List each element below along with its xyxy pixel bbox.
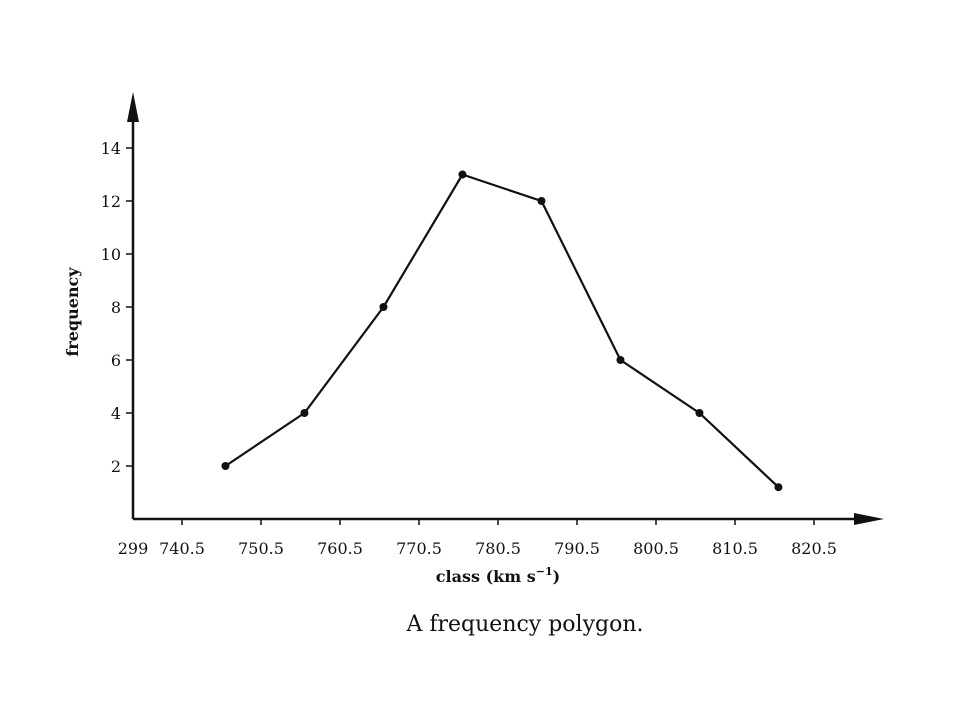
x-tick-label: 810.5 [712, 539, 758, 558]
x-tick-label: 770.5 [396, 539, 442, 558]
x-tick-label: 790.5 [554, 539, 600, 558]
y-tick-label: 6 [111, 351, 121, 370]
data-point [458, 170, 467, 179]
x-axis-label-exponent: −1 [536, 565, 553, 578]
y-axis-arrowhead [127, 92, 139, 122]
data-point [300, 409, 309, 417]
data-point [616, 356, 625, 364]
data-point [774, 483, 783, 492]
x-axis-arrowhead [854, 513, 884, 525]
x-tick-label: 760.5 [317, 539, 363, 558]
x-origin-label: 299 [118, 539, 149, 558]
data-point [379, 303, 388, 311]
data-point [537, 197, 546, 205]
y-tick-label: 12 [101, 192, 121, 211]
axes [127, 92, 884, 525]
x-axis-label: class (km s−1) [436, 565, 560, 586]
figure-caption: A frequency polygon. [406, 612, 644, 637]
x-tick-label: 780.5 [475, 539, 521, 558]
data-point [695, 409, 704, 417]
y-tick-label: 4 [111, 404, 121, 423]
y-tick-label: 8 [111, 298, 121, 317]
x-tick-label: 800.5 [633, 539, 679, 558]
data-point [221, 462, 230, 470]
x-tick-label: 740.5 [159, 539, 205, 558]
y-tick-label: 14 [101, 139, 121, 158]
series [221, 170, 783, 492]
ticks: 299 740.5 750.5 760.5 770.5 780.5 790.5 800.5 81… [101, 139, 837, 558]
x-tick-label: 750.5 [238, 539, 284, 558]
x-axis-label-close: ) [553, 567, 561, 586]
y-axis-label: frequency [63, 267, 82, 357]
y-tick-label: 2 [111, 457, 121, 476]
y-tick-label: 10 [101, 245, 121, 264]
x-tick-label: 820.5 [791, 539, 837, 558]
series-line [224, 173, 780, 489]
x-axis-label-text: class (km s [436, 567, 536, 586]
